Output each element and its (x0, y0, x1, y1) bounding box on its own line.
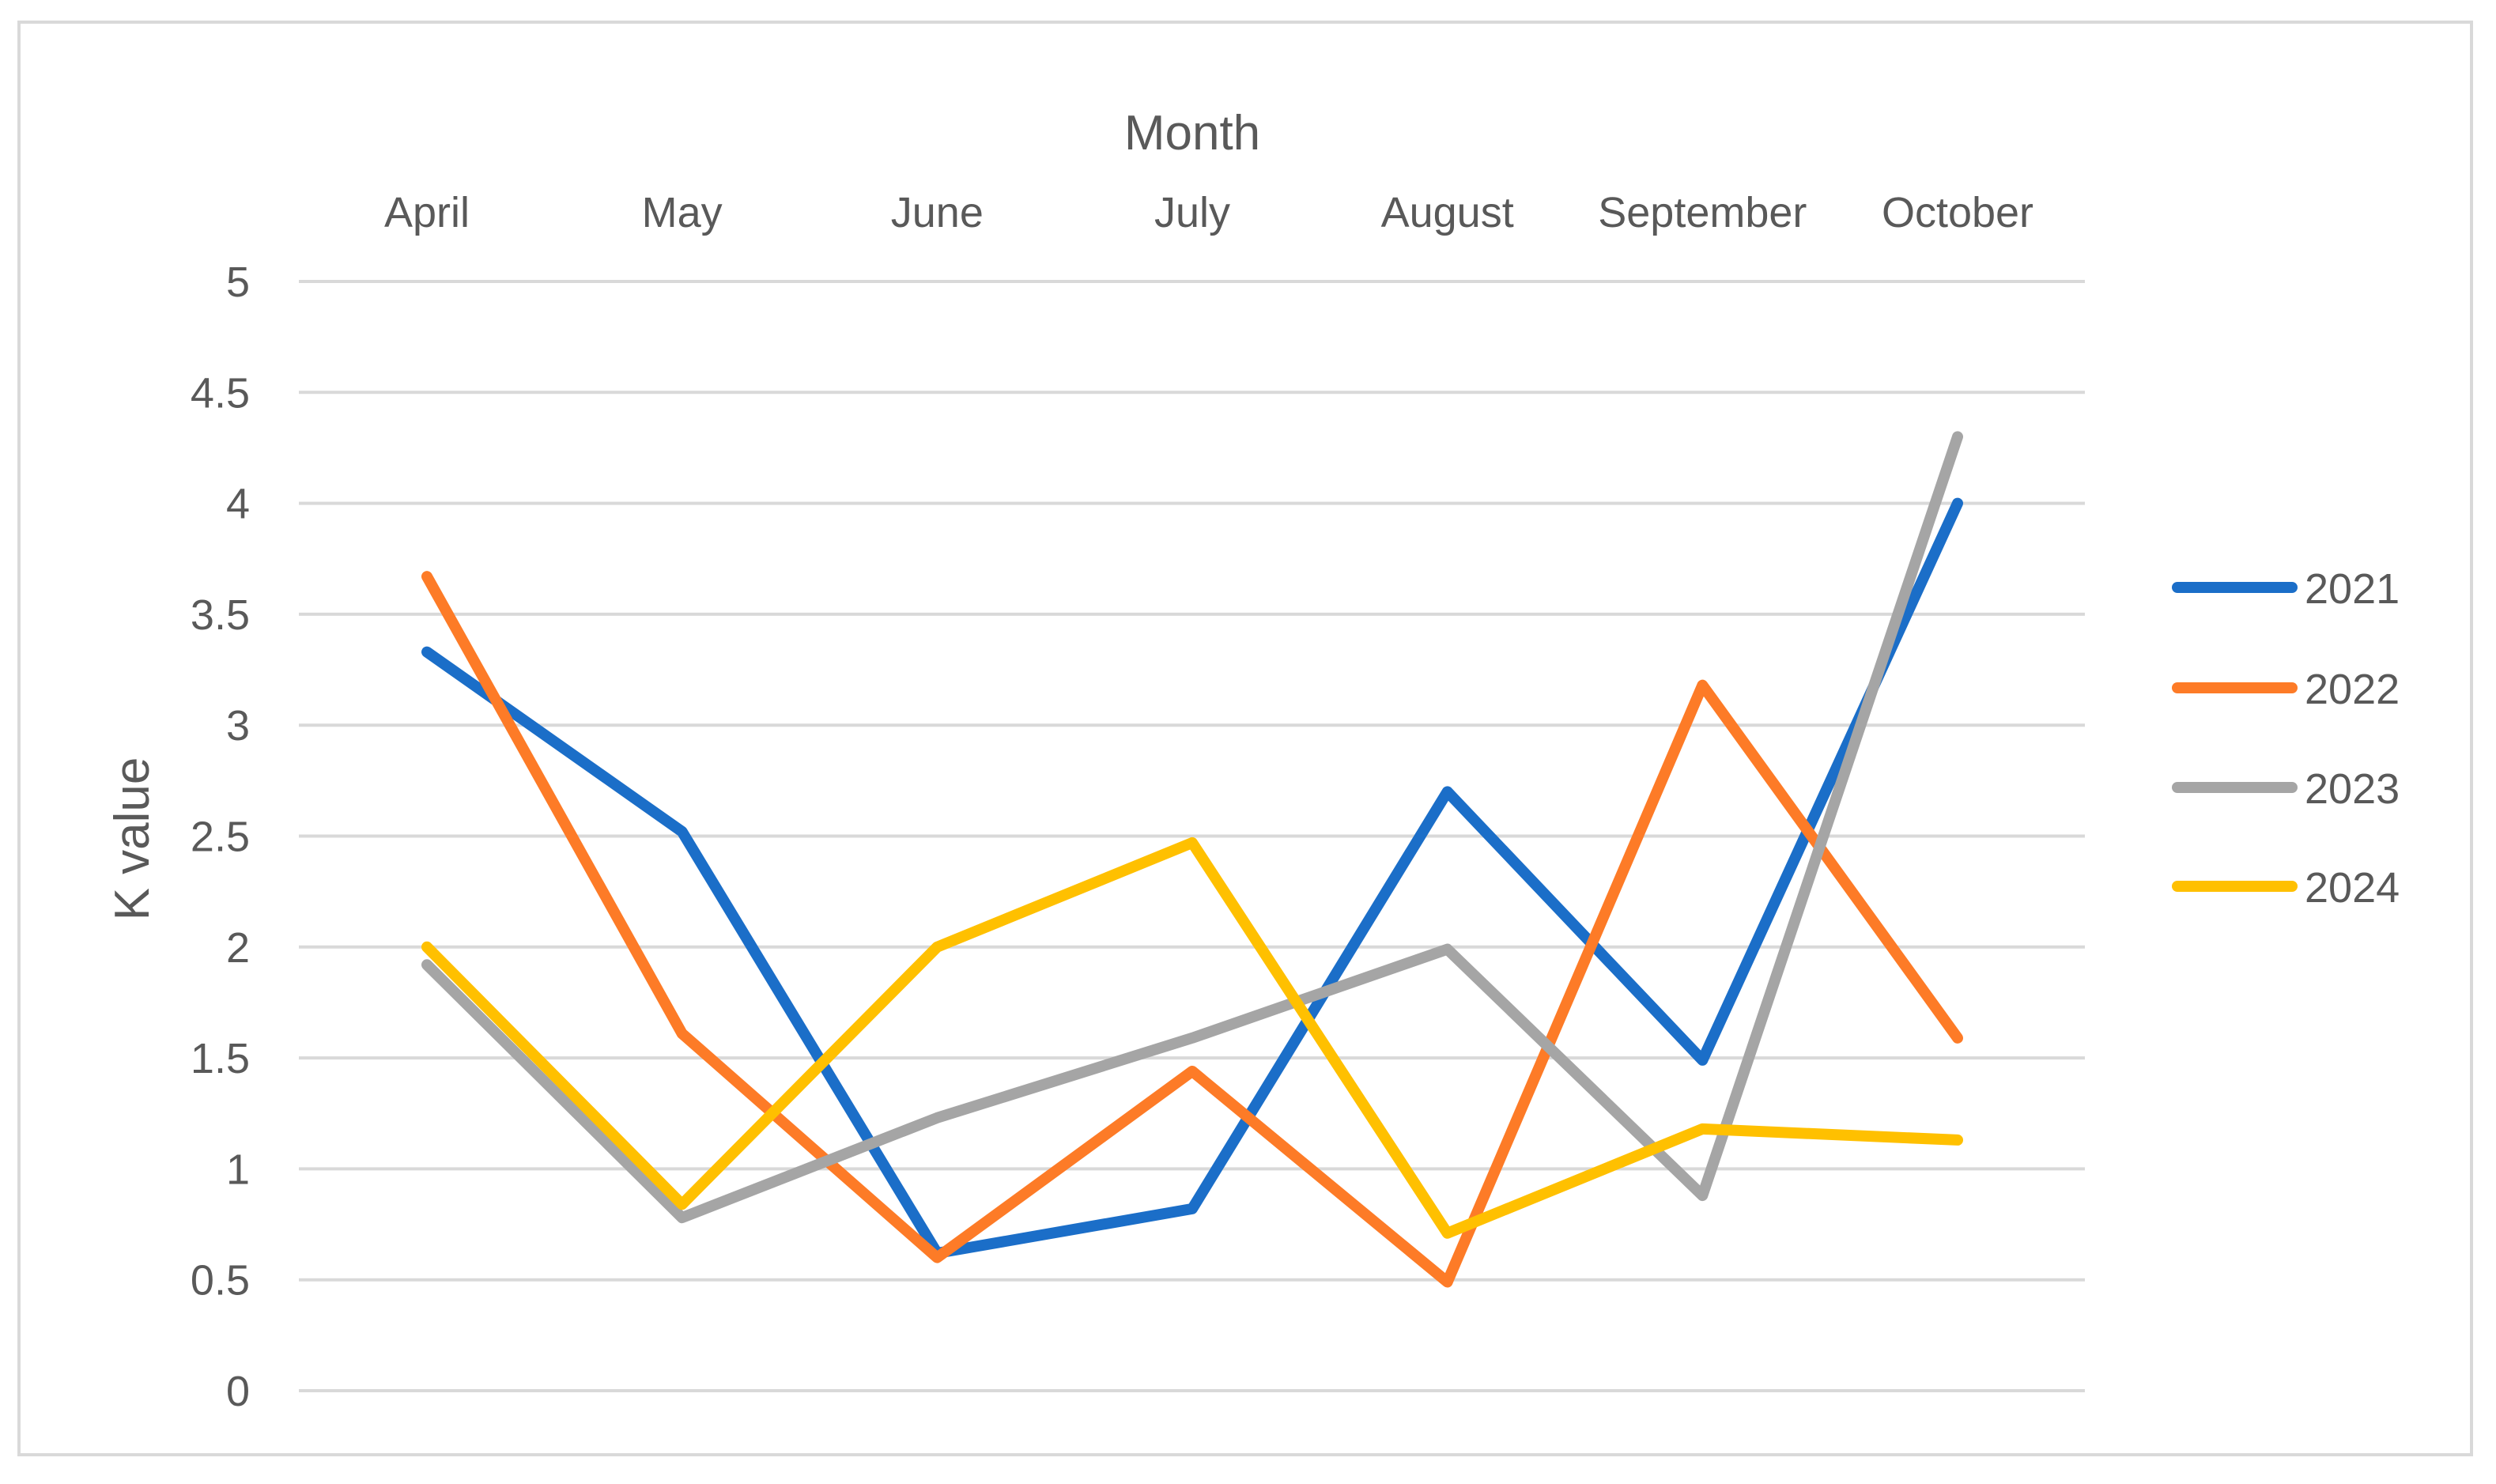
y-tick-label: 0 (226, 1368, 250, 1415)
legend-label: 2024 (2305, 864, 2400, 912)
legend-item-2023: 2023 (2172, 765, 2400, 813)
series-lines (421, 431, 1963, 1288)
x-tick-label: September (1598, 189, 1807, 236)
legend-label: 2023 (2305, 765, 2400, 813)
x-tick-label: June (891, 189, 984, 236)
legend: 2021 2022 2023 2024 (2172, 565, 2400, 912)
series-line-2024 (421, 836, 1963, 1239)
y-tick-label: 4.5 (191, 369, 250, 417)
legend-label: 2021 (2305, 565, 2400, 613)
series-line-2023 (421, 431, 1963, 1224)
y-tick-label: 5 (226, 259, 250, 306)
y-tick-label: 3.5 (191, 591, 250, 639)
x-tick-label: July (1154, 189, 1230, 236)
y-tick-label: 1 (226, 1146, 250, 1193)
y-axis-title: K value (105, 757, 160, 921)
chart-frame (17, 21, 2473, 1456)
y-tick-labels: 0 0.5 1 1.5 2 2.5 3 3.5 4 4.5 5 (191, 259, 250, 1415)
legend-item-2024: 2024 (2172, 864, 2400, 912)
x-axis-title: Month (1124, 106, 1260, 160)
y-tick-label: 0.5 (191, 1257, 250, 1305)
y-tick-label: 2.5 (191, 814, 250, 861)
y-tick-label: 4 (226, 481, 250, 528)
x-tick-labels: April May June July August September October (384, 189, 2033, 236)
gridlines (299, 280, 2085, 1392)
x-tick-label: May (642, 189, 723, 236)
x-tick-label: April (384, 189, 470, 236)
y-tick-label: 1.5 (191, 1035, 250, 1082)
series-line-2021 (421, 497, 1963, 1259)
legend-item-2022: 2022 (2172, 666, 2400, 713)
series-line-2022 (421, 571, 1963, 1288)
x-tick-label: August (1381, 189, 1514, 236)
legend-label: 2022 (2305, 666, 2400, 713)
legend-item-2021: 2021 (2172, 565, 2400, 613)
y-tick-label: 3 (226, 702, 250, 750)
x-tick-label: October (1882, 189, 2033, 236)
y-tick-label: 2 (226, 924, 250, 972)
